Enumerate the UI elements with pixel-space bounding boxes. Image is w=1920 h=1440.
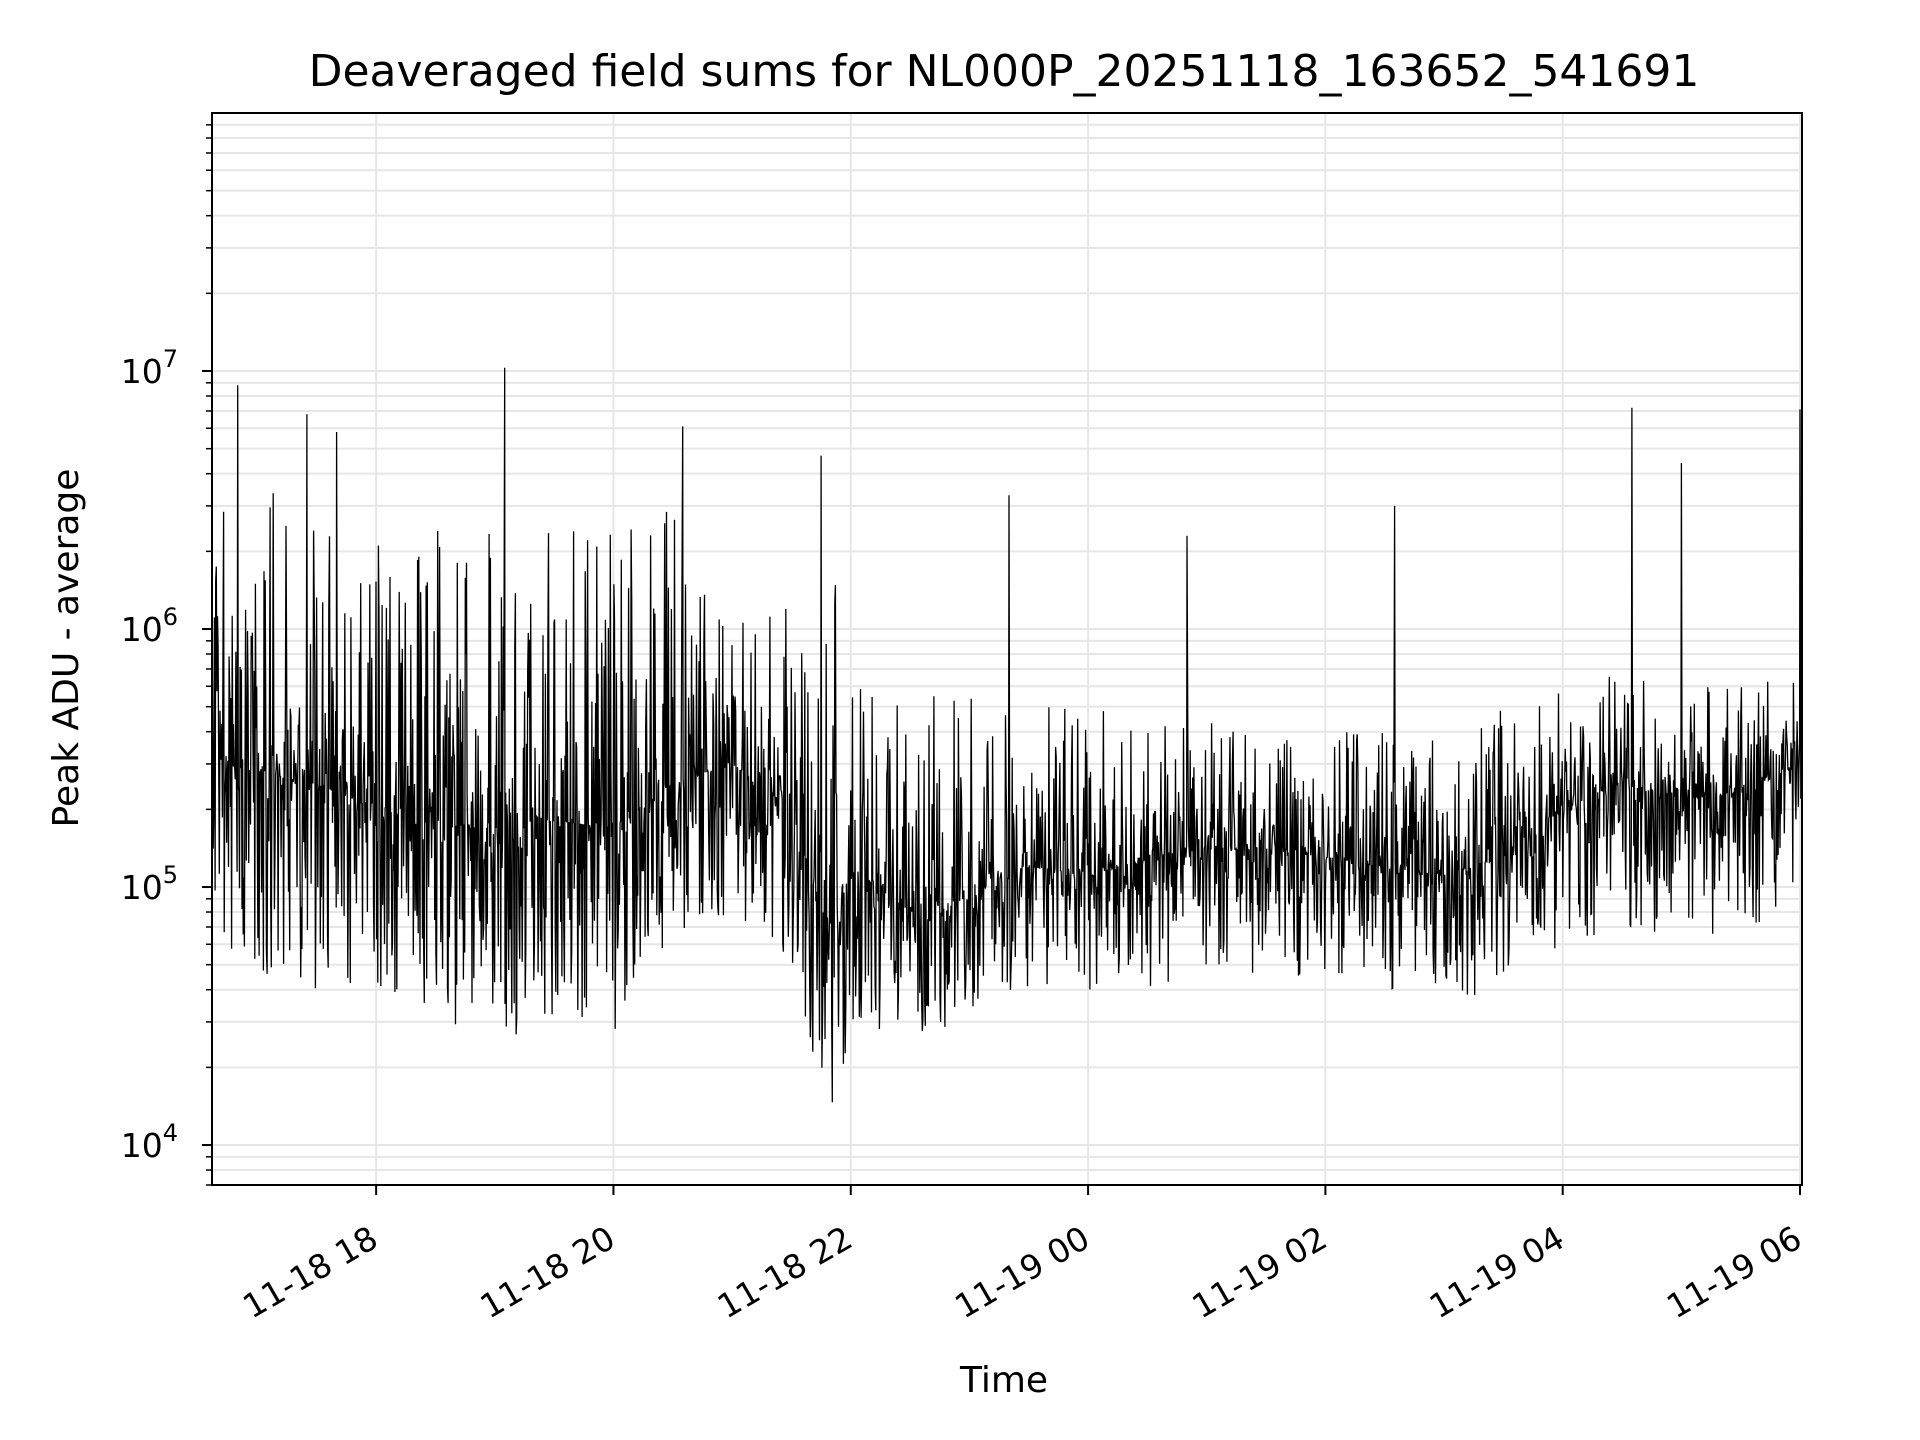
x-axis: 11-18 18 11-18 20 11-18 22 11-19 00 11-19 02… <box>236 1185 1808 1326</box>
x-tick-label: 11-19 06 <box>1660 1218 1808 1326</box>
plot-frame <box>211 112 1803 1186</box>
y-tick-label: 107 <box>121 345 178 391</box>
y-tick-label: 105 <box>121 861 178 907</box>
series-line <box>211 367 1803 1103</box>
chart-title: Deaveraged field sums for NL000P_2025111… <box>309 46 1700 97</box>
x-tick-label: 11-18 22 <box>711 1218 859 1326</box>
y-axis-label: Peak ADU - average <box>46 469 87 828</box>
grid <box>212 113 1802 1186</box>
y-axis: 104 105 106 107 <box>121 124 212 1186</box>
x-tick-label: 11-19 04 <box>1423 1218 1571 1326</box>
x-tick-label: 11-18 20 <box>473 1218 621 1326</box>
x-tick-label: 11-19 02 <box>1185 1218 1333 1326</box>
y-tick-label: 106 <box>121 603 178 649</box>
x-tick-label: 11-19 00 <box>948 1218 1096 1326</box>
x-axis-label: Time <box>959 1360 1048 1401</box>
y-tick-label: 104 <box>121 1119 178 1165</box>
x-tick-label: 11-18 18 <box>236 1218 384 1326</box>
series-line-group <box>211 367 1803 1103</box>
